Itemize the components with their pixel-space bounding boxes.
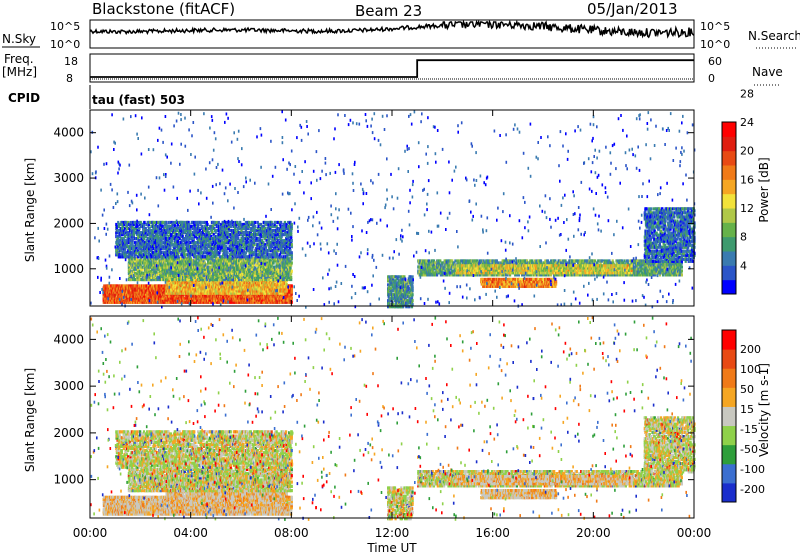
cpid-label: CPID <box>8 91 40 105</box>
beam-title: Beam 23 <box>355 2 422 20</box>
range-cell <box>134 278 136 281</box>
freq-label: Freq. <box>4 52 34 66</box>
nsky-tick-bottom: 10^0 <box>50 38 80 51</box>
power-scatter-cells <box>90 110 696 309</box>
nsky-panel: N.Sky 10^5 10^0 10^5 10^0 N.Search <box>2 20 800 51</box>
freq-tick-bottom: 8 <box>66 72 73 85</box>
range-cell <box>291 284 293 287</box>
freq-unit: [MHz] <box>2 65 37 79</box>
nsearch-label: N.Search <box>748 29 800 43</box>
date-title: 05/Jan/2013 <box>587 0 678 18</box>
nsky-tick-bottom-right: 10^0 <box>700 38 730 51</box>
nave-label: Nave <box>752 65 783 79</box>
nsky-frame <box>90 20 694 48</box>
nsky-tick-top-right: 10^5 <box>700 20 730 33</box>
range-cell <box>291 297 293 300</box>
nsky-tick-top: 10^5 <box>50 20 80 33</box>
nsky-series-line <box>90 22 694 37</box>
station-title: Blackstone (fitACF) <box>92 0 235 18</box>
freq-series-line <box>90 60 694 77</box>
freq-panel: Freq. [MHz] 18 8 60 0 Nave <box>2 52 783 85</box>
cpid-panel: CPID tau (fast) 503 <box>8 85 185 109</box>
nave-tick-bottom: 0 <box>708 72 715 85</box>
freq-tick-top: 18 <box>64 55 78 68</box>
range-cell <box>196 261 198 264</box>
cpid-value: tau (fast) 503 <box>92 93 185 107</box>
nave-tick-top: 60 <box>708 55 722 68</box>
nsky-label: N.Sky <box>2 32 36 46</box>
